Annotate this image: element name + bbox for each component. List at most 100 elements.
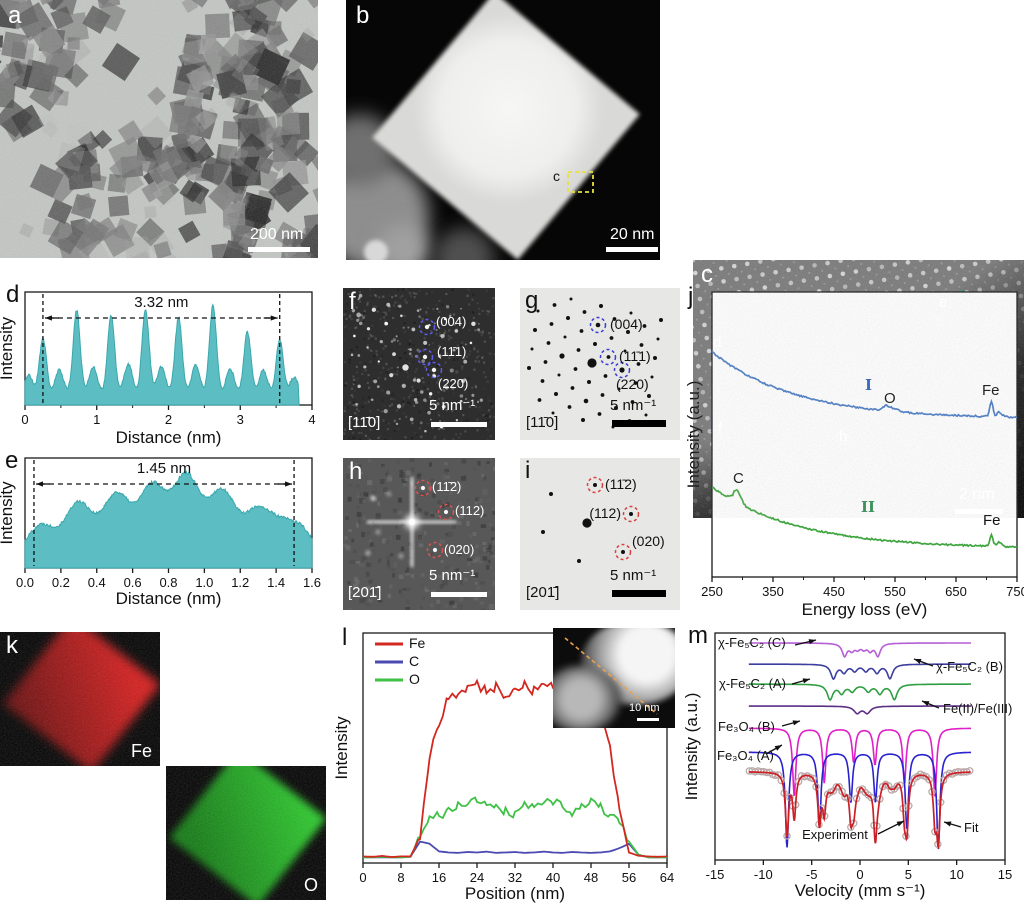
intensity-profile-e-chart: 0.0 0.2 0.4 0.6 0.8 1.0 1.2 1.4 1.6 Distance (nm)… xyxy=(0,457,321,608)
svg-text:(220): (220) xyxy=(616,376,649,392)
svg-text:1.45 nm: 1.45 nm xyxy=(137,460,191,477)
zone-axis-g: [11̄0] xyxy=(526,414,559,431)
fft-image-f: (004) (11̄1) (220) xyxy=(343,288,495,440)
panel-letter-i: i xyxy=(525,458,531,484)
svg-text:1.6: 1.6 xyxy=(303,575,321,590)
roi-label-f: f xyxy=(718,420,723,437)
panel-a-tem-overview: a 200 nm xyxy=(0,0,318,258)
svg-text:(11̄1): (11̄1) xyxy=(619,348,651,364)
panel-letter-h: h xyxy=(349,458,363,485)
svg-text:1.4: 1.4 xyxy=(267,575,285,590)
svg-text:0.8: 0.8 xyxy=(159,575,177,590)
svg-text:Fe₃O₄ (B): Fe₃O₄ (B) xyxy=(718,719,775,734)
svg-text:I: I xyxy=(865,376,872,394)
scale-bar-a xyxy=(248,247,310,252)
svg-text:-10: -10 xyxy=(754,867,773,882)
scale-bar-label-a: 200 nm xyxy=(250,226,304,243)
svg-text:10: 10 xyxy=(949,867,963,882)
intensity-profile-d-chart: 0 1 2 3 4 Distance (nm) Intensity 3.32 nm xyxy=(0,291,316,447)
svg-text:0: 0 xyxy=(856,867,863,882)
svg-text:Distance (nm): Distance (nm) xyxy=(116,428,222,447)
svg-text:56: 56 xyxy=(622,870,636,885)
svg-text:Intensity (a.u.): Intensity (a.u.) xyxy=(685,693,701,801)
svg-text:χ-Fe₅C₂ (B): χ-Fe₅C₂ (B) xyxy=(936,659,1003,674)
svg-text:Experiment: Experiment xyxy=(802,827,868,842)
svg-text:Fe₃O₄ (A): Fe₃O₄ (A) xyxy=(717,748,774,763)
svg-text:750: 750 xyxy=(1006,584,1024,599)
svg-text:(004): (004) xyxy=(436,314,466,329)
fft-image-h: (11̄2) (112) (020) xyxy=(343,458,495,610)
svg-text:4: 4 xyxy=(308,412,315,427)
svg-text:(020): (020) xyxy=(444,542,474,557)
svg-text:3.32 nm: 3.32 nm xyxy=(134,294,188,311)
svg-text:1.2: 1.2 xyxy=(231,575,249,590)
svg-text:350: 350 xyxy=(762,584,784,599)
svg-text:O: O xyxy=(409,671,420,687)
panel-b-stem-particle: b c 20 nm xyxy=(346,0,660,260)
diffraction-pattern-i: (11̄2) (112) (020) xyxy=(541,476,665,563)
roi-label-d: d xyxy=(713,334,722,351)
svg-text:16: 16 xyxy=(432,870,446,885)
inset-scale-bar xyxy=(637,718,659,721)
panel-letter-f: f xyxy=(349,288,356,315)
svg-text:(020): (020) xyxy=(632,533,665,549)
svg-text:48: 48 xyxy=(584,870,598,885)
svg-text:250: 250 xyxy=(701,584,723,599)
svg-text:Fe: Fe xyxy=(983,512,1001,529)
zone-axis-h: [201̄] xyxy=(348,584,382,601)
scale-bar-label-i: 5 nm⁻¹ xyxy=(610,567,657,584)
svg-text:64: 64 xyxy=(660,870,674,885)
svg-text:(004): (004) xyxy=(610,316,643,332)
inset-secondary-blob xyxy=(553,666,621,728)
diffraction-pattern-g: (004) (11̄1) (220) xyxy=(527,297,663,429)
panel-letter-b: b xyxy=(356,2,370,29)
scale-bar-b xyxy=(606,247,658,252)
svg-text:(11̄2): (11̄2) xyxy=(432,479,461,494)
svg-text:Fe(II)/Fe(III): Fe(II)/Fe(III) xyxy=(943,701,1012,716)
svg-text:8: 8 xyxy=(397,870,404,885)
svg-text:C: C xyxy=(733,470,744,487)
svg-text:χ-Fe₅C₂ (C): χ-Fe₅C₂ (C) xyxy=(718,635,786,650)
svg-text:450: 450 xyxy=(823,584,845,599)
panel-letter-l: l xyxy=(342,624,348,651)
scale-bar-label-f: 5 nm⁻¹ xyxy=(429,397,476,414)
svg-text:0.2: 0.2 xyxy=(52,575,70,590)
stem-particle-image xyxy=(346,0,640,260)
svg-text:1: 1 xyxy=(93,412,100,427)
svg-text:II: II xyxy=(861,498,875,516)
panel-letter-c: c xyxy=(701,261,713,288)
inset-scale-bar-label: 10 nm xyxy=(629,702,660,714)
panel-letter-j: j xyxy=(688,283,694,310)
panel-h-fft: (11̄2) (112) (020) h [201̄] 5 nm⁻¹ xyxy=(343,458,495,610)
svg-text:Velocity (mm s⁻¹): Velocity (mm s⁻¹) xyxy=(795,881,926,900)
svg-text:Fit: Fit xyxy=(964,820,979,835)
eds-map-o: O xyxy=(166,766,326,900)
svg-text:40: 40 xyxy=(546,870,560,885)
svg-text:Fe: Fe xyxy=(982,382,1000,399)
svg-text:Intensity: Intensity xyxy=(0,316,16,380)
scale-bar-h xyxy=(431,592,487,597)
eds-map-label-o: O xyxy=(303,875,318,895)
panel-i-simulated-diffraction: (11̄2) (112) (020) i [201̄] 5 nm⁻¹ xyxy=(520,458,680,610)
o-map-particle xyxy=(169,766,326,900)
svg-text:Intensity (a.u.): Intensity (a.u.) xyxy=(685,381,703,489)
mossbauer-spectra-chart: -15 -10 -5 0 5 10 15 Velocity (mm s⁻¹) Intensity… xyxy=(685,632,1012,900)
scale-bar-g xyxy=(612,420,666,427)
svg-text:3: 3 xyxy=(237,412,244,427)
svg-text:Intensity: Intensity xyxy=(335,716,351,780)
panel-g-simulated-diffraction: (004) (11̄1) (220) g [11̄0] 5 nm⁻¹ xyxy=(520,288,680,440)
svg-text:(112): (112) xyxy=(455,503,484,518)
scale-bar-label-g: 5 nm⁻¹ xyxy=(610,397,657,414)
svg-text:0.4: 0.4 xyxy=(88,575,106,590)
svg-text:24: 24 xyxy=(470,870,484,885)
roi-label-e: e xyxy=(939,294,948,311)
svg-text:0: 0 xyxy=(359,870,366,885)
svg-text:χ-Fe₅C₂ (A): χ-Fe₅C₂ (A) xyxy=(719,676,786,691)
panel-letter-e: e xyxy=(5,447,19,474)
scale-bar-i xyxy=(612,590,666,597)
panel-f-fft: (004) (11̄1) (220) f [11̄0] 5 nm⁻¹ xyxy=(343,288,495,440)
roi-label-c: c xyxy=(553,168,560,184)
svg-text:-15: -15 xyxy=(706,867,725,882)
svg-text:Distance (nm): Distance (nm) xyxy=(116,589,222,608)
svg-text:(112): (112) xyxy=(589,505,621,521)
